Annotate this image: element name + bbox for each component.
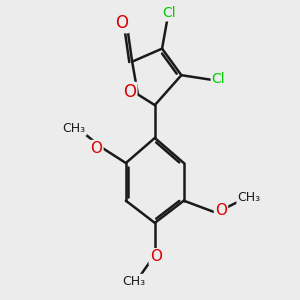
Text: O: O [150,249,162,264]
Text: CH₃: CH₃ [63,122,86,135]
Text: Cl: Cl [212,72,225,86]
Text: O: O [115,14,128,32]
Text: O: O [90,141,102,156]
Text: CH₃: CH₃ [237,191,260,204]
Text: O: O [123,83,136,101]
Text: O: O [215,203,227,218]
Text: Cl: Cl [162,6,175,20]
Text: CH₃: CH₃ [122,275,145,288]
